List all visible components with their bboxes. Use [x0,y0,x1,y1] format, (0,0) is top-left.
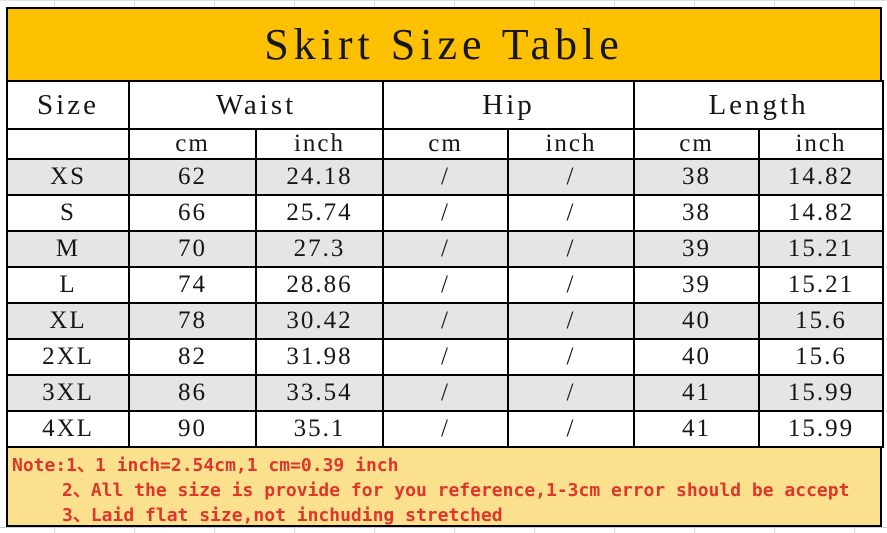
unit-header-waist-cm: cm [128,128,257,160]
unit-header-length-inch: inch [758,128,885,160]
data-cell: 15.6 [758,302,885,340]
unit-header-waist-inch: inch [254,128,385,160]
data-cell: / [382,230,510,268]
data-cell: / [382,338,510,376]
data-cell: 62 [128,158,257,196]
data-cell: 15.21 [758,230,885,268]
data-cell: 15.99 [758,374,885,412]
data-cell: / [382,158,510,196]
data-cell: / [507,410,636,448]
table-row-2xl: 2XL 82 31.98 / / 40 15.6 [6,338,885,376]
column-header-size: Size [6,80,130,130]
data-cell: 74 [128,266,257,304]
row-label: XL [6,302,130,340]
table-row-xl: XL 78 30.42 / / 40 15.6 [6,302,885,340]
column-header-waist: Waist [127,80,385,130]
data-cell: 90 [128,410,257,448]
size-table: Size Waist Hip Length cm inch cm inch cm… [6,80,885,448]
data-cell: 39 [633,230,761,268]
data-cell: / [507,302,636,340]
data-cell: 31.98 [254,338,385,376]
data-cell: / [382,410,510,448]
data-cell: 41 [633,374,761,412]
data-cell: 14.82 [758,194,885,232]
row-label: L [6,266,130,304]
table-row-s: S 66 25.74 / / 38 14.82 [6,194,885,232]
data-cell: / [507,230,636,268]
data-cell: / [382,302,510,340]
table-row-l: L 74 28.86 / / 39 15.21 [6,266,885,304]
data-cell: 40 [633,338,761,376]
table-row-xs: XS 62 24.18 / / 38 14.82 [6,158,885,196]
row-label: 2XL [6,338,130,376]
data-cell: / [507,338,636,376]
column-header-hip: Hip [382,80,636,130]
table-row-3xl: 3XL 86 33.54 / / 41 15.99 [6,374,885,412]
unit-header-empty [6,128,130,160]
data-cell: 15.21 [758,266,885,304]
data-cell: / [382,374,510,412]
data-cell: 78 [128,302,257,340]
data-cell: 38 [633,158,761,196]
data-cell: 33.54 [254,374,385,412]
data-cell: 70 [128,230,257,268]
data-cell: 15.99 [758,410,885,448]
notes-panel: Note:1、1 inch=2.54cm,1 cm=0.39 inch 2、Al… [6,448,882,527]
row-label: M [6,230,130,268]
unit-header-hip-inch: inch [507,128,636,160]
row-label: 3XL [6,374,130,412]
data-cell: / [507,266,636,304]
unit-header-hip-cm: cm [382,128,510,160]
data-cell: 40 [633,302,761,340]
table-row-m: M 70 27.3 / / 39 15.21 [6,230,885,268]
data-cell: 14.82 [758,158,885,196]
data-cell: 39 [633,266,761,304]
gridline-strip-top [0,0,887,8]
title-banner: Skirt Size Table [6,7,882,82]
data-cell: 28.86 [254,266,385,304]
data-cell: / [382,266,510,304]
note-line-1: Note:1、1 inch=2.54cm,1 cm=0.39 inch [12,455,399,476]
data-cell: 35.1 [254,410,385,448]
table-row-4xl: 4XL 90 35.1 / / 41 15.99 [6,410,885,448]
note-line-3: 3、Laid flat size,not inchuding stretched [62,505,503,526]
row-label: 4XL [6,410,130,448]
column-header-length: Length [633,80,885,130]
data-cell: 27.3 [254,230,385,268]
data-cell: / [507,158,636,196]
data-cell: / [507,374,636,412]
data-cell: 66 [128,194,257,232]
unit-header-row: cm inch cm inch cm inch [6,128,885,160]
page-title: Skirt Size Table [264,20,624,69]
gridline-strip-bottom [0,527,887,533]
note-line-2: 2、All the size is provide for you refere… [62,480,850,501]
group-header-row: Size Waist Hip Length [6,80,885,130]
data-cell: 30.42 [254,302,385,340]
size-chart: Skirt Size Table Size Waist Hip Length c… [6,7,885,527]
data-cell: 86 [128,374,257,412]
data-cell: 41 [633,410,761,448]
data-cell: / [507,194,636,232]
row-label: XS [6,158,130,196]
data-cell: 38 [633,194,761,232]
data-cell: / [382,194,510,232]
unit-header-length-cm: cm [633,128,761,160]
data-cell: 15.6 [758,338,885,376]
data-cell: 24.18 [254,158,385,196]
data-cell: 25.74 [254,194,385,232]
data-cell: 82 [128,338,257,376]
row-label: S [6,194,130,232]
